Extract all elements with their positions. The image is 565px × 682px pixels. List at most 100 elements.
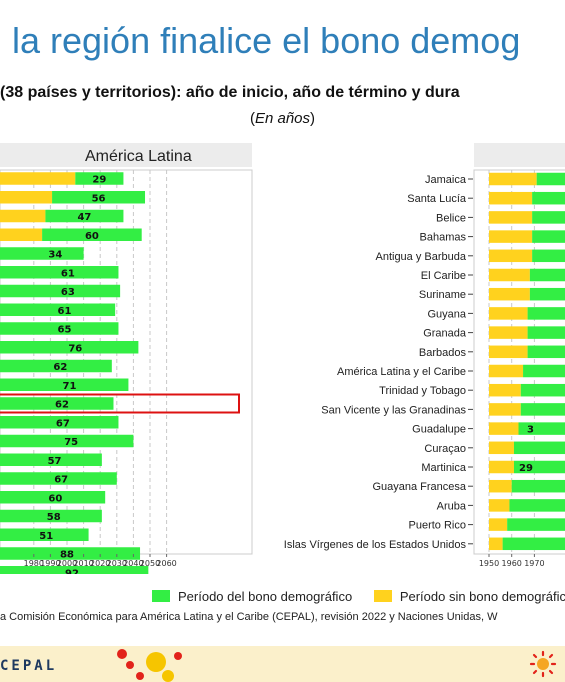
tick-label: 2020 [90, 559, 110, 568]
bar-no-bonus [489, 518, 508, 531]
bar-bonus [45, 209, 124, 223]
data-label: 63 [61, 287, 75, 298]
unit-open-paren: ( [249, 110, 255, 127]
category-label: Bahamas [420, 232, 467, 244]
category-label: Granada [423, 328, 467, 340]
bar-bonus [75, 172, 124, 185]
page-title: la región finalice el bono demog [12, 20, 521, 61]
bar-no-bonus [0, 228, 43, 241]
bar-bonus [502, 537, 565, 551]
bar-bonus [0, 303, 116, 316]
legend-label-no-bonus: Período sin bono demográfic [399, 589, 565, 604]
bar-bonus [513, 460, 565, 474]
data-label: 61 [58, 306, 72, 317]
bar-bonus [520, 383, 565, 397]
bar-bonus [0, 547, 141, 560]
bar-no-bonus [489, 422, 519, 435]
data-label: 62 [53, 362, 67, 373]
bar-bonus [536, 172, 565, 186]
bar-bonus [518, 422, 565, 435]
bar-bonus [52, 191, 146, 204]
bar-bonus [529, 287, 565, 301]
bar-no-bonus [489, 191, 533, 205]
bar-bonus [507, 518, 565, 531]
bar-bonus [532, 230, 565, 243]
category-label: Islas Vírgenes de los Estados Unidos [284, 539, 467, 551]
bar-bonus [527, 326, 565, 339]
category-label: Guayana Francesa [372, 481, 466, 493]
unit-close-paren: ) [310, 110, 316, 127]
bar-no-bonus [489, 364, 524, 378]
cepal-logo: CEPAL [0, 658, 58, 674]
legend: Período del bono demográfico Período sin… [152, 589, 565, 604]
bar-no-bonus [489, 268, 530, 282]
category-label: Trinidad y Tobago [379, 385, 466, 397]
bar-bonus [527, 345, 565, 359]
bar-bonus [0, 284, 121, 298]
panel-title-left: América Latina [85, 148, 192, 165]
chart-area: América Latina29564760346163616576627162… [0, 143, 565, 574]
bar-no-bonus [489, 499, 510, 512]
highlight-box [0, 393, 240, 414]
legend-swatch-no-bonus [373, 590, 392, 602]
bar-bonus [0, 266, 119, 279]
bar-bonus [520, 403, 565, 416]
data-label: 29 [92, 175, 106, 186]
tick-label: 1950 [479, 559, 499, 568]
category-label: Curaçao [424, 443, 466, 455]
bar-no-bonus [489, 403, 521, 416]
bar-bonus [529, 268, 565, 282]
chart-subtitle: (38 países y territorios): año de inicio… [0, 84, 460, 101]
data-label: 71 [63, 381, 77, 392]
data-label: 61 [61, 268, 75, 279]
footer-bar: CEPAL [0, 646, 565, 682]
tick-label: 1960 [502, 559, 522, 568]
data-label: 58 [47, 512, 61, 523]
bar-no-bonus [489, 460, 514, 474]
bar-bonus [0, 359, 112, 373]
deco-dot [174, 652, 182, 660]
unit-note: (En años) [0, 110, 565, 127]
data-label: 34 [48, 250, 62, 261]
category-label: Aruba [437, 500, 467, 512]
bar-no-bonus [489, 172, 537, 186]
data-label: 62 [55, 400, 69, 411]
data-label: 51 [39, 531, 53, 542]
bar-bonus [527, 307, 565, 320]
bar-bonus [0, 528, 89, 541]
tick-label: 1980 [24, 559, 44, 568]
bar-no-bonus [489, 326, 528, 339]
panel-header-left [0, 143, 252, 167]
category-label: Antigua y Barbuda [375, 251, 466, 263]
category-label: América Latina y el Caribe [337, 366, 466, 378]
bar-bonus [532, 211, 565, 224]
data-label: 65 [58, 325, 72, 336]
data-label: 47 [77, 212, 91, 223]
bar-no-bonus [489, 211, 533, 224]
bar-no-bonus [489, 230, 533, 243]
data-label: 75 [64, 437, 78, 448]
bar-no-bonus [489, 249, 533, 263]
tick-label: 2030 [107, 559, 127, 568]
bar-bonus [0, 491, 106, 504]
tick-label: 2040 [123, 559, 143, 568]
bar-bonus [509, 499, 565, 512]
bar-no-bonus [0, 209, 46, 223]
category-label: Guyana [427, 308, 466, 320]
bar-bonus [511, 479, 565, 493]
bar-bonus [0, 472, 117, 485]
legend-label-bonus: Período del bono demográfico [178, 589, 353, 604]
category-label: Santa Lucía [407, 193, 467, 205]
bar-no-bonus [489, 307, 528, 320]
bar-bonus [0, 378, 129, 391]
bar-bonus [0, 453, 102, 466]
bar-bonus [0, 341, 139, 354]
data-label: 92 [65, 568, 79, 574]
bar-bonus [0, 434, 134, 448]
bar-no-bonus [489, 287, 530, 301]
data-label: 29 [519, 463, 533, 474]
bar-bonus [532, 191, 565, 205]
panel-header-right [474, 143, 565, 167]
data-label: 57 [48, 456, 62, 467]
bar-bonus [0, 566, 149, 574]
